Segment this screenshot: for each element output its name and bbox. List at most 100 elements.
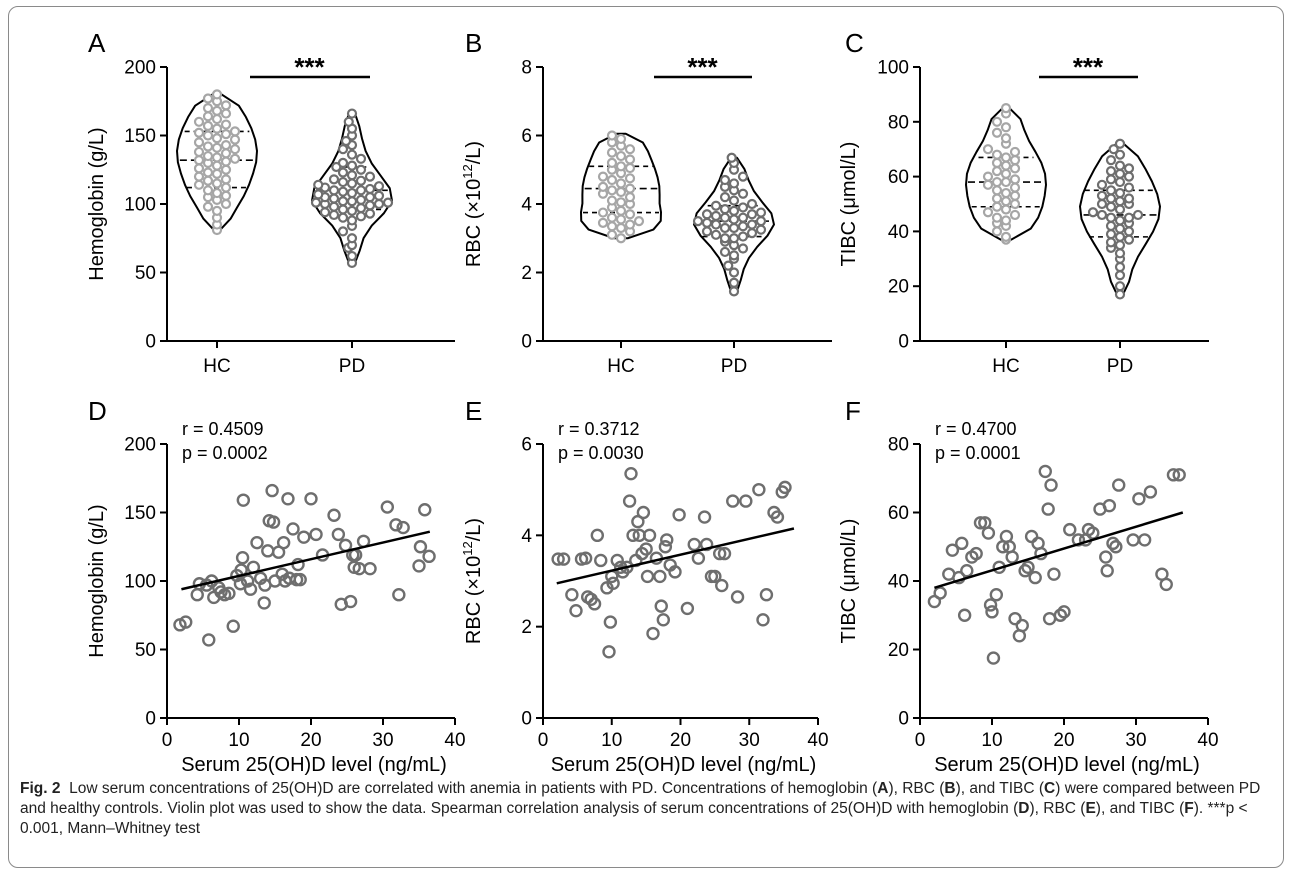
data-point: [636, 505, 651, 520]
data-point-pd: [1114, 261, 1126, 273]
data-point: [226, 619, 240, 633]
data-point: [266, 515, 281, 529]
data-point-hc: [597, 217, 609, 228]
y-axis-label: TIBC (μmol/L): [838, 142, 860, 267]
data-point-hc: [1009, 163, 1021, 174]
data-point: [945, 543, 960, 557]
caption-bold-d: D: [1018, 800, 1030, 817]
data-point-hc: [615, 150, 627, 162]
data-point: [297, 530, 311, 544]
data-point-pd: [1123, 163, 1135, 174]
data-point-pd: [737, 243, 749, 254]
y-tick-label: 80: [888, 112, 909, 133]
data-point: [603, 615, 618, 629]
p-value-label: p = 0.0001: [935, 443, 1021, 463]
y-axis-label: Hemoglobin (g/L): [86, 504, 108, 657]
y-tick-label: 2: [521, 617, 532, 638]
data-point-hc: [211, 178, 223, 189]
data-point: [1099, 550, 1113, 564]
data-point-pd: [1114, 289, 1126, 300]
data-point-hc: [229, 126, 241, 137]
figure-caption: Fig. 2 Low serum concentrations of 25(OH…: [20, 779, 1275, 839]
data-point-pd: [719, 174, 731, 186]
y-tick-label: 100: [124, 572, 156, 593]
data-point: [717, 546, 732, 561]
data-point: [236, 493, 251, 507]
data-point-hc: [1009, 146, 1021, 158]
data-point-hc: [220, 119, 232, 130]
data-point: [1159, 577, 1173, 592]
data-point-pd: [1105, 229, 1117, 240]
y-tick-label: 4: [521, 195, 532, 216]
data-point-pd: [337, 176, 349, 188]
data-point: [380, 500, 395, 514]
data-point-hc: [615, 197, 627, 208]
p-value-label: p = 0.0030: [558, 443, 644, 463]
data-point-hc: [1000, 231, 1012, 242]
data-point: [363, 561, 377, 576]
panel-E: E 0 2 4 6 RBC (×1012/L) 0 10 20 30 40 Serum 25(OH)D…: [460, 396, 829, 776]
data-point: [759, 588, 774, 602]
y-tick-label: 0: [521, 332, 532, 353]
data-point-pd: [346, 160, 358, 171]
x-tick-label: 30: [739, 730, 760, 751]
y-tick-label: 40: [888, 222, 909, 243]
data-point-hc: [211, 152, 223, 163]
panel-label-C: C: [845, 28, 864, 58]
regression-line: [556, 527, 795, 585]
data-point-hc: [1009, 198, 1021, 210]
x-axis-label: Serum 25(OH)D level (ng/mL): [934, 754, 1200, 776]
data-point-hc: [982, 179, 994, 190]
data-point: [1024, 529, 1039, 544]
caption-bold-a: A: [877, 780, 889, 797]
y-tick-label: 6: [521, 126, 532, 147]
data-point-pd: [719, 192, 731, 203]
data-point: [969, 546, 983, 561]
data-point-pd: [364, 208, 376, 219]
data-point-hc: [211, 205, 223, 216]
data-point: [770, 510, 785, 524]
data-point: [640, 569, 655, 584]
data-point-pd: [1114, 160, 1126, 171]
data-point: [1053, 608, 1068, 622]
data-point-pd: [728, 233, 740, 244]
data-point-pd: [1105, 220, 1117, 232]
data-point-pd: [1114, 223, 1126, 234]
data-point: [739, 494, 753, 508]
data-point: [418, 503, 432, 517]
data-point-pd: [355, 153, 367, 164]
data-point: [1044, 478, 1058, 492]
data-point-hc: [211, 113, 223, 125]
data-point-pd: [755, 207, 767, 218]
data-point-hc: [606, 195, 618, 206]
data-point-pd: [737, 202, 749, 213]
x-tick-label: HC: [992, 356, 1019, 377]
data-point: [1102, 498, 1117, 513]
data-point: [989, 588, 1004, 602]
data-point-pd: [1123, 212, 1135, 223]
data-point-pd: [710, 200, 722, 211]
data-point-hc: [193, 127, 205, 138]
data-point: [642, 528, 657, 543]
data-point-pd: [355, 211, 367, 222]
data-point: [756, 613, 770, 627]
data-point: [715, 578, 729, 593]
data-point: [327, 508, 341, 522]
data-point-hc: [202, 185, 214, 196]
data-point-pd: [343, 116, 354, 127]
data-point: [726, 494, 740, 508]
panel-D: D 0 50 100 150 200 Hemoglobin (g/L) 0 10 20 30 40 Se…: [86, 396, 466, 776]
y-tick-label: 100: [877, 58, 909, 79]
data-point-pd: [364, 171, 376, 182]
y-axis-label: TIBC (μmol/L): [838, 519, 860, 644]
data-point-hc: [606, 221, 618, 232]
data-point: [624, 466, 638, 481]
y-tick-label: 100: [124, 195, 156, 216]
data-point: [646, 626, 660, 641]
data-point: [578, 551, 593, 565]
data-point-pd: [346, 149, 358, 160]
data-point-pd: [1096, 198, 1108, 210]
data-point-pd: [746, 219, 758, 230]
x-tick-label: 40: [807, 730, 828, 751]
data-point-pd: [1114, 204, 1126, 215]
